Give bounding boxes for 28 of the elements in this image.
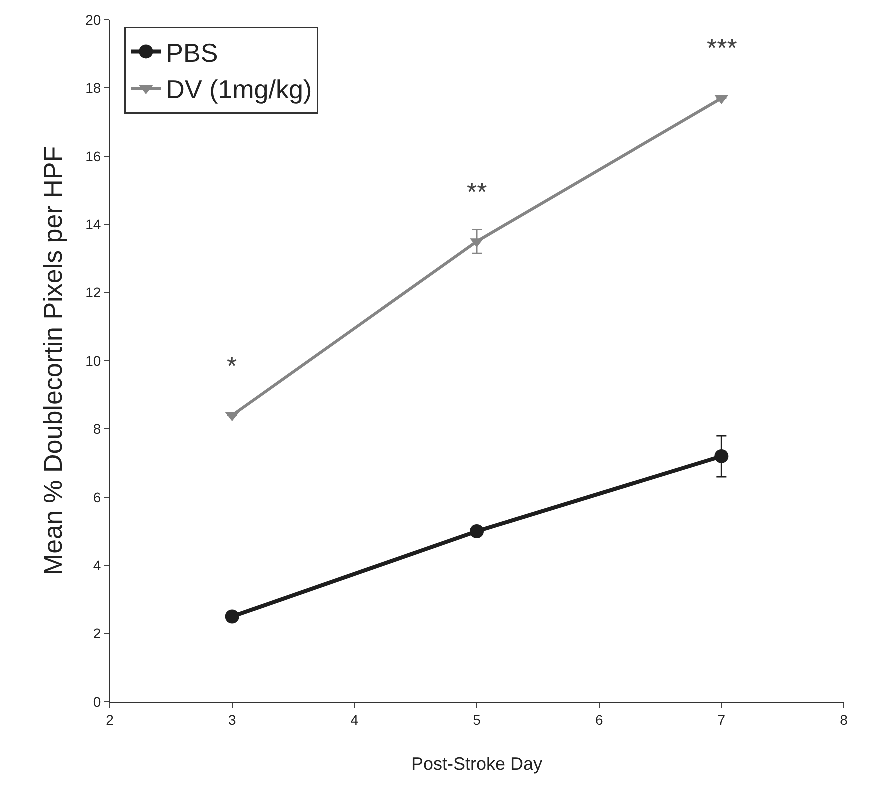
annotation: * [227, 351, 238, 381]
x-tick-label: 8 [840, 712, 848, 728]
y-tick-label: 12 [86, 284, 102, 301]
y-tick-label: 18 [86, 80, 102, 96]
annotation: ** [467, 177, 488, 207]
x-tick-label: 4 [350, 712, 359, 728]
annotation: *** [707, 33, 738, 63]
x-tick-label: 6 [595, 712, 604, 728]
y-tick-label: 16 [86, 148, 102, 164]
y-tick-label: 0 [93, 694, 102, 710]
y-tick-label: 8 [93, 421, 102, 438]
x-tick-label: 7 [718, 712, 726, 728]
point [714, 449, 729, 464]
x-axis-title: Post-Stroke Day [411, 754, 543, 774]
point [225, 610, 240, 624]
y-tick-label: 2 [93, 626, 102, 642]
legend-label: DV (1mg/kg) [166, 74, 312, 105]
x-tick-label: 2 [106, 712, 114, 728]
x-tick-label: 3 [228, 712, 236, 728]
x-tick-label: 5 [473, 712, 482, 728]
y-axis-title: Mean % Doublecortin Pixels per HPF [38, 146, 68, 576]
legend-label: PBS [166, 38, 218, 68]
y-tick-label: 14 [86, 216, 102, 232]
y-tick-label: 4 [93, 558, 102, 574]
y-tick-label: 20 [86, 12, 102, 28]
y-tick-label: 10 [86, 352, 102, 369]
point [470, 524, 484, 538]
y-tick-label: 6 [93, 489, 102, 506]
